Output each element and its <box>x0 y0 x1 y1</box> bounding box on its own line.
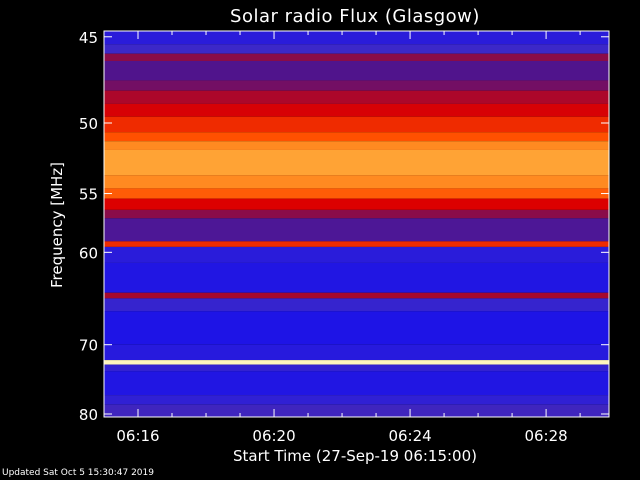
heatmap-band-23 <box>104 360 609 365</box>
heatmap-band-11 <box>104 175 609 189</box>
heatmap-band-6 <box>104 103 609 117</box>
y-axis-label: Frequency [MHz] <box>48 162 66 288</box>
heatmap-band-2 <box>104 53 609 61</box>
heatmap-band-19 <box>104 292 609 299</box>
y-tick-label-55: 55 <box>79 186 98 204</box>
heatmap-band-4 <box>104 80 609 91</box>
heatmap-bands <box>104 31 609 417</box>
heatmap-band-20 <box>104 298 609 312</box>
heatmap-band-0 <box>104 31 609 45</box>
heatmap-band-26 <box>104 395 609 405</box>
heatmap-band-1 <box>104 44 609 54</box>
heatmap-band-14 <box>104 209 609 219</box>
plot-frame <box>103 30 610 418</box>
heatmap-band-5 <box>104 90 609 104</box>
heatmap-band-12 <box>104 188 609 199</box>
heatmap-band-8 <box>104 132 609 142</box>
heatmap-band-21 <box>104 311 609 345</box>
heatmap-band-9 <box>104 141 609 150</box>
updated-timestamp: Updated Sat Oct 5 15:30:47 2019 <box>2 468 154 478</box>
heatmap-band-7 <box>104 116 609 133</box>
x-tick-label-06:16: 06:16 <box>116 427 159 445</box>
heatmap-band-10 <box>104 149 609 176</box>
heatmap-band-22 <box>104 344 609 361</box>
heatmap-band-18 <box>104 262 609 293</box>
heatmap-band-3 <box>104 60 609 81</box>
x-tick-label-06:20: 06:20 <box>252 427 295 445</box>
y-tick-label-80: 80 <box>79 406 98 424</box>
heatmap-band-15 <box>104 218 609 242</box>
chart-title: Solar radio Flux (Glasgow) <box>230 6 480 27</box>
heatmap-band-24 <box>104 364 609 372</box>
heatmap-band-17 <box>104 246 609 263</box>
heatmap-band-25 <box>104 371 609 396</box>
x-tick-label-06:24: 06:24 <box>388 427 431 445</box>
y-tick-label-60: 60 <box>79 244 98 262</box>
heatmap-band-13 <box>104 198 609 210</box>
heatmap-band-27 <box>104 404 609 417</box>
y-tick-label-70: 70 <box>79 337 98 355</box>
heatmap-band-16 <box>104 241 609 247</box>
x-tick-label-06:28: 06:28 <box>524 427 567 445</box>
y-tick-label-50: 50 <box>79 115 98 133</box>
x-axis-label: Start Time (27-Sep-19 06:15:00) <box>233 447 477 465</box>
axes: 45 50 55 60 70 80 06:16 06:20 06:24 06:28 <box>79 29 610 445</box>
y-tick-label-45: 45 <box>79 29 98 47</box>
